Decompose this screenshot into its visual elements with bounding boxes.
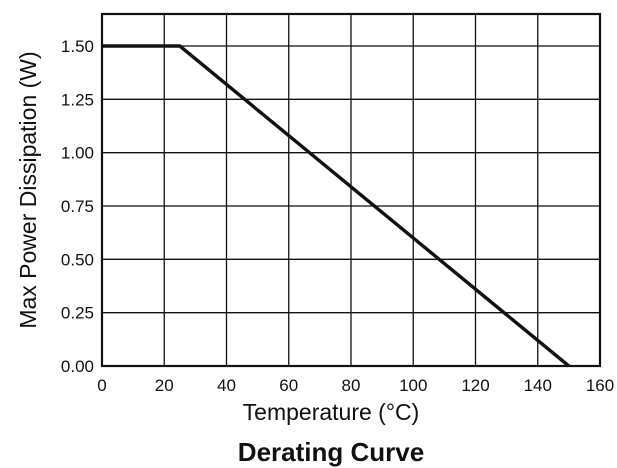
x-tick-label: 160: [586, 376, 614, 395]
y-tick-label: 0.25: [61, 304, 94, 323]
x-tick-label: 60: [279, 376, 298, 395]
x-axis-title: Temperature (°C): [243, 399, 420, 425]
y-axis-title: Max Power Dissipation (W): [15, 51, 41, 328]
x-tick-label: 100: [399, 376, 427, 395]
grid-lines: [102, 14, 600, 366]
x-tick-labels: 0 20 40 60 80 100 120 140 160: [97, 376, 614, 395]
y-tick-label: 0.00: [61, 357, 94, 376]
x-tick-label: 0: [97, 376, 106, 395]
y-tick-label: 1.00: [61, 144, 94, 163]
x-tick-label: 120: [461, 376, 489, 395]
y-tick-label: 0.75: [61, 197, 94, 216]
chart-title: Derating Curve: [238, 437, 424, 467]
plot-frame: [100, 12, 602, 368]
x-tick-label: 20: [155, 376, 174, 395]
y-tick-label: 1.25: [61, 90, 94, 109]
y-tick-label: 0.50: [61, 250, 94, 269]
derating-curve-line: [102, 44, 570, 368]
series-layer: [102, 44, 570, 368]
y-tick-labels: 0.00 0.25 0.50 0.75 1.00 1.25 1.50: [61, 37, 94, 376]
x-tick-label: 140: [524, 376, 552, 395]
y-tick-label: 1.50: [61, 37, 94, 56]
x-tick-label: 80: [342, 376, 361, 395]
x-tick-label: 40: [217, 376, 236, 395]
